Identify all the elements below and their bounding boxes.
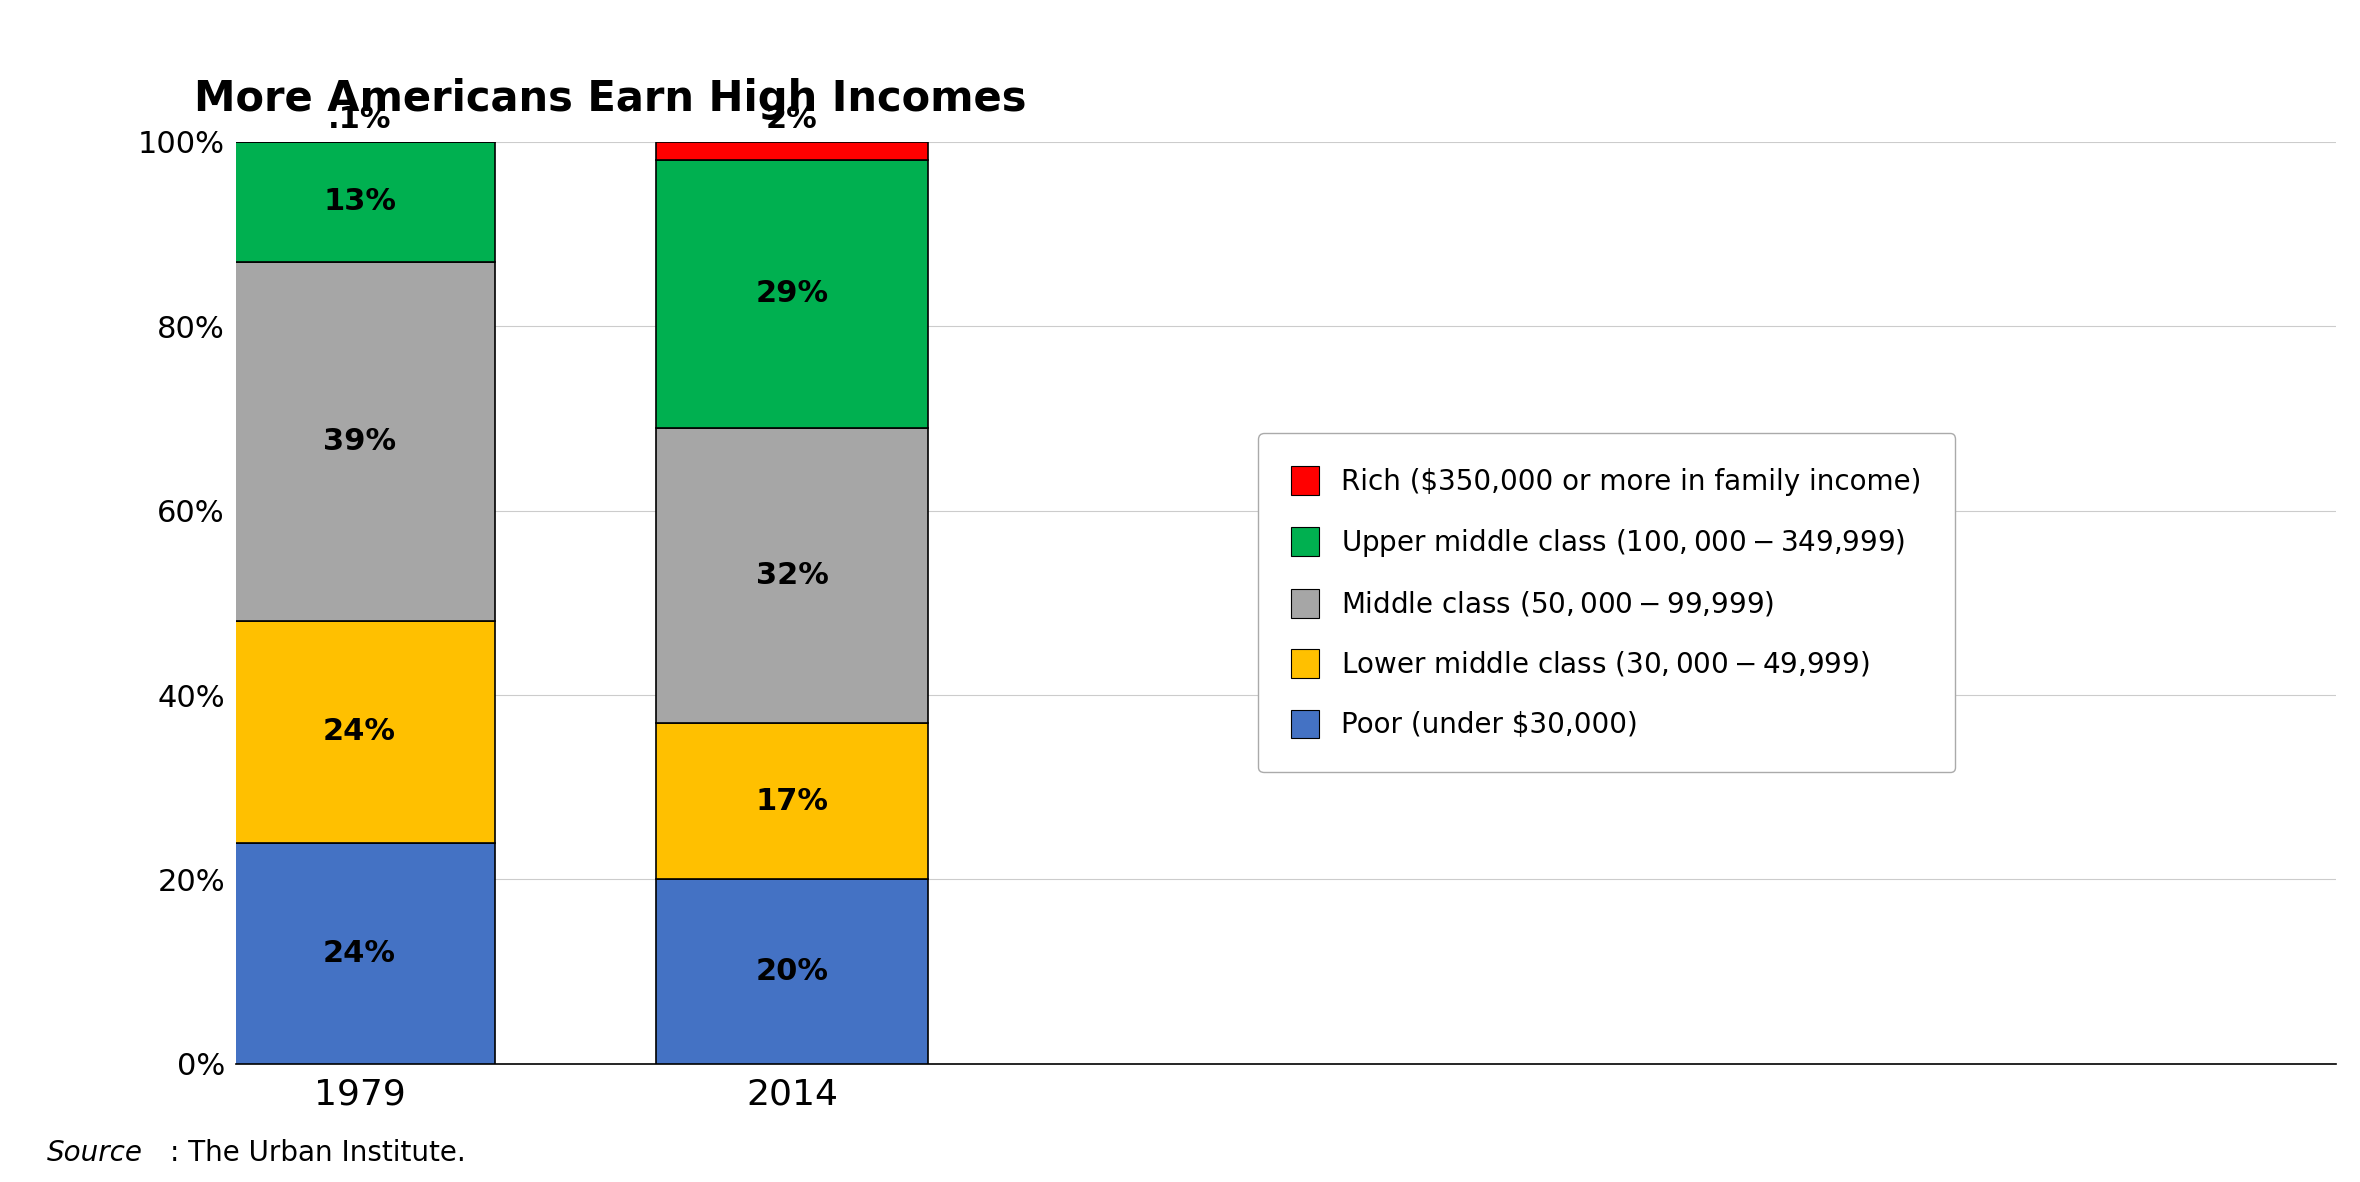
- Bar: [656, 879, 927, 1064]
- Text: 24%: 24%: [323, 939, 396, 968]
- Legend: Rich ($350,000 or more in family income), Upper middle class ($100,000-$349,999): Rich ($350,000 or more in family income)…: [1258, 433, 1954, 773]
- Bar: [224, 622, 496, 843]
- Text: 32%: 32%: [755, 560, 828, 590]
- Text: 2%: 2%: [767, 105, 819, 135]
- Text: 29%: 29%: [755, 279, 828, 309]
- Bar: [656, 161, 927, 428]
- Bar: [224, 142, 496, 261]
- Text: Source: Source: [47, 1138, 144, 1167]
- Text: 17%: 17%: [755, 786, 828, 816]
- Bar: [656, 428, 927, 722]
- Bar: [656, 722, 927, 879]
- Text: 39%: 39%: [323, 427, 396, 456]
- Text: 24%: 24%: [323, 717, 396, 746]
- Text: : The Urban Institute.: : The Urban Institute.: [170, 1138, 465, 1167]
- Text: 13%: 13%: [323, 187, 396, 216]
- Bar: [656, 142, 927, 161]
- Bar: [224, 261, 496, 622]
- Text: 20%: 20%: [755, 957, 828, 986]
- Text: More Americans Earn High Incomes: More Americans Earn High Incomes: [194, 78, 1027, 121]
- Text: .1%: .1%: [328, 104, 392, 134]
- Bar: [224, 843, 496, 1064]
